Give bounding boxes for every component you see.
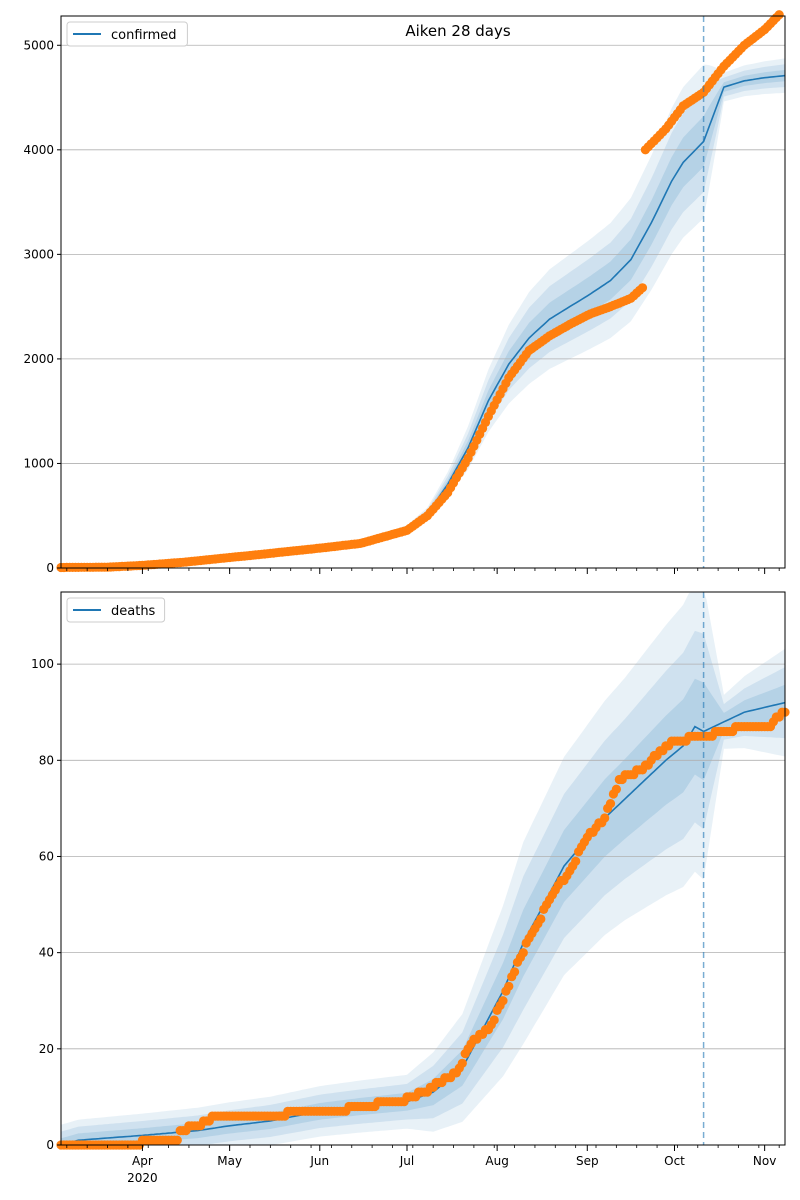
deaths-observed-point	[605, 799, 616, 809]
confirmed-legend-box	[66, 21, 188, 47]
month-label-may: May	[217, 1154, 242, 1168]
deaths-band-2	[61, 630, 785, 1145]
deaths-legend-label: deaths	[111, 604, 156, 619]
month-label-jul: Jul	[399, 1154, 414, 1168]
deaths-observed-point	[457, 1058, 467, 1068]
deaths-ytick-label: 0	[46, 1138, 54, 1152]
deaths-band-1	[61, 592, 785, 1145]
confirmed-panel: 0 1000 2000 3000 4000 5000 confirmed Aiken 28…	[23, 10, 786, 575]
confirmed-observed-point	[774, 10, 784, 20]
month-label-sep: Sep	[576, 1154, 599, 1168]
confirmed-axes-frame	[60, 15, 786, 569]
confirmed-ytick-label: 1000	[23, 456, 54, 470]
deaths-band-3	[61, 678, 785, 1145]
deaths-ytick-label: 20	[39, 1042, 54, 1056]
confirmed-ytick-label: 5000	[23, 38, 54, 52]
confirmed-uncertainty-bands	[61, 58, 785, 569]
deaths-observed-point	[571, 856, 581, 866]
confirmed-observed-points	[56, 10, 784, 573]
confirmed-ytick-label: 4000	[23, 143, 54, 157]
deaths-observed-point	[509, 967, 520, 977]
deaths-axes-frame	[60, 591, 786, 1146]
deaths-observed-point	[518, 948, 528, 958]
confirmed-band-2	[61, 64, 785, 568]
deaths-observed-point	[504, 981, 514, 991]
month-labels: Apr May Jun Jul Aug Sep Oct Nov	[132, 1154, 776, 1168]
month-label-oct: Oct	[664, 1154, 685, 1168]
confirmed-ytick-label: 3000	[23, 247, 54, 261]
deaths-ytick-label: 40	[39, 946, 54, 960]
confirmed-band-3	[61, 69, 785, 569]
deaths-y-axis: 0 20 40 60 80 100	[31, 657, 61, 1152]
deaths-observed-points	[56, 707, 790, 1150]
deaths-ytick-label: 60	[39, 849, 54, 863]
month-label-apr: Apr	[132, 1154, 153, 1168]
confirmed-x-axis	[66, 568, 780, 574]
deaths-panel: 0 20 40 60 80 100 deaths Apr May Jun Jul Aug Sep Oc…	[31, 591, 790, 1185]
deaths-observed-point	[600, 813, 610, 823]
deaths-ytick-label: 100	[31, 657, 54, 671]
month-label-aug: Aug	[485, 1154, 508, 1168]
deaths-observed-point	[498, 996, 508, 1006]
confirmed-y-axis: 0 1000 2000 3000 4000 5000	[23, 38, 61, 575]
deaths-ytick-label: 80	[39, 753, 54, 767]
deaths-legend: deaths	[66, 597, 166, 623]
deaths-uncertainty-bands	[61, 592, 785, 1145]
figure-title: Aiken 28 days	[405, 22, 511, 40]
year-label: 2020	[127, 1171, 158, 1185]
confirmed-band-1	[61, 58, 785, 569]
confirmed-legend-label: confirmed	[111, 28, 177, 43]
deaths-legend-box	[66, 597, 166, 623]
deaths-observed-point	[536, 914, 546, 924]
deaths-observed-point	[611, 784, 622, 794]
deaths-observed-point	[489, 1015, 499, 1025]
confirmed-observed-point	[637, 283, 648, 293]
confirmed-legend: confirmed	[66, 21, 188, 47]
month-label-nov: Nov	[753, 1154, 776, 1168]
confirmed-ytick-label: 2000	[23, 352, 54, 366]
confirmed-ytick-label: 0	[46, 561, 54, 575]
month-label-jun: Jun	[309, 1154, 329, 1168]
deaths-x-axis	[66, 1145, 780, 1151]
deaths-observed-point	[172, 1135, 182, 1145]
